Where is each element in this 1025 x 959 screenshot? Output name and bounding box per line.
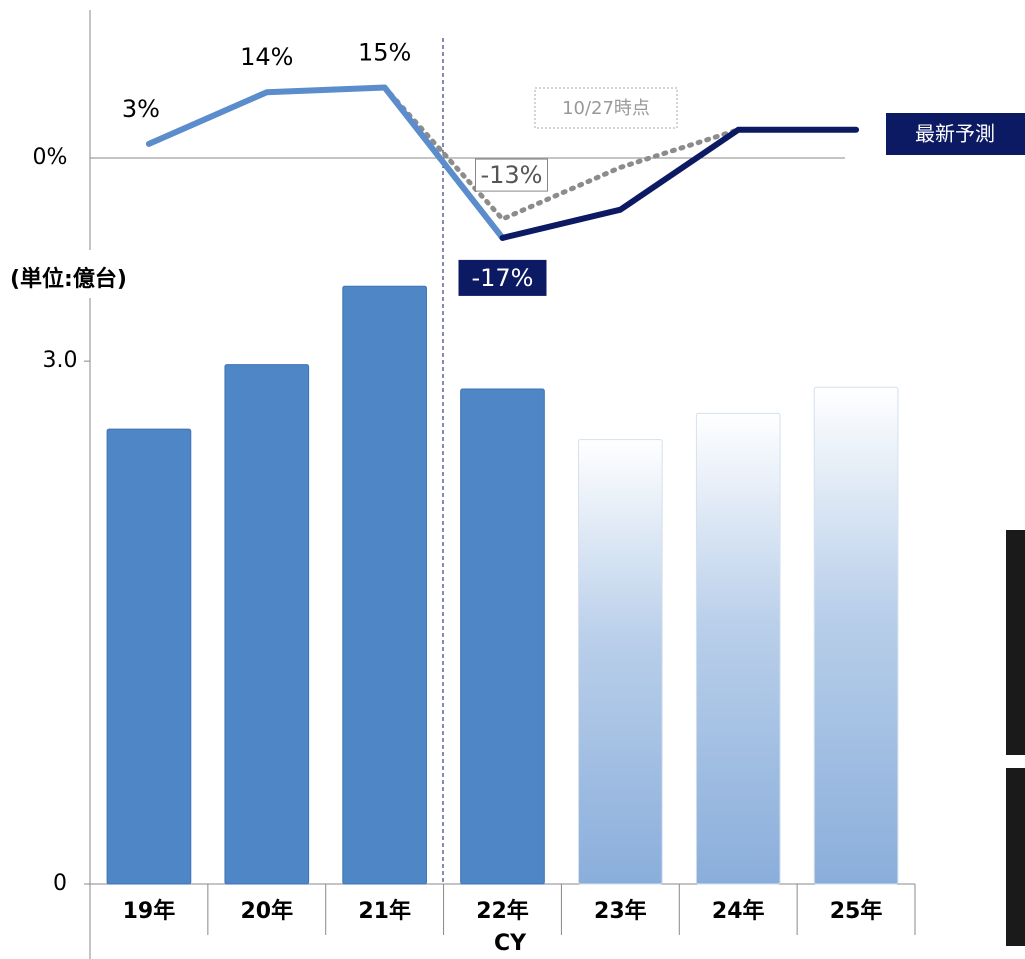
x-tick-label: 21年: [358, 898, 411, 924]
side-strip: [1006, 530, 1025, 755]
label-box: [475, 158, 548, 192]
y-tick-label: 3.0: [43, 348, 78, 373]
x-tick-label: 23年: [594, 898, 647, 924]
unit-label: (単位:億台): [10, 266, 127, 292]
bar: [578, 439, 663, 885]
label-box: [458, 259, 547, 296]
x-tick-label: 24年: [712, 898, 765, 924]
series-label: 最新予測: [915, 122, 995, 146]
bar: [813, 386, 899, 885]
series-label-box: [534, 87, 678, 129]
data-label: 14%: [240, 43, 293, 71]
side-strip: [1006, 768, 1025, 946]
data-label: 15%: [358, 39, 411, 67]
x-tick-label: 22年: [476, 898, 529, 924]
data-label: 3%: [122, 95, 160, 123]
bar: [695, 412, 781, 885]
series-label: 10/27時点: [562, 98, 650, 119]
x-tick-label: 20年: [240, 898, 293, 924]
x-tick-label: 25年: [830, 898, 883, 924]
x-tick-label: 19年: [123, 898, 176, 924]
series-label-box: [886, 113, 1025, 155]
bar: [460, 388, 545, 885]
x-axis-title: CY: [494, 931, 527, 956]
data-label: -13%: [480, 161, 542, 189]
y-tick-label: 0%: [33, 145, 68, 170]
line-series: [145, 84, 506, 241]
data-label: -17%: [471, 264, 533, 292]
bar: [224, 364, 310, 885]
bar: [342, 285, 427, 885]
y-tick-label: 0: [53, 871, 67, 896]
line-series: [499, 126, 860, 241]
bar: [106, 428, 192, 885]
